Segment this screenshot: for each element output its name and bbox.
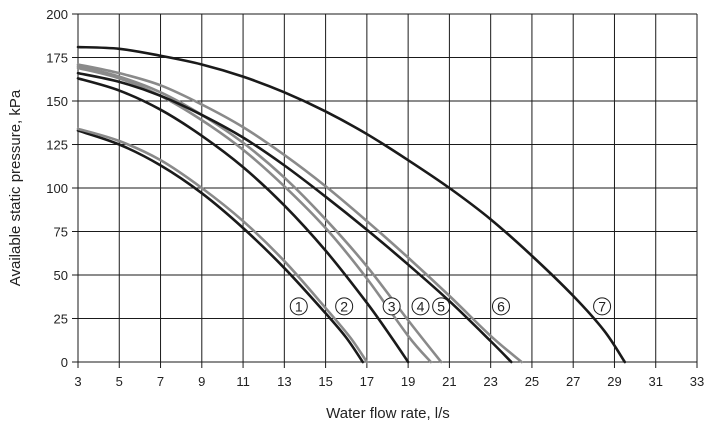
curve-6 bbox=[76, 71, 513, 364]
y-axis-title: Available static pressure, kPa bbox=[7, 89, 24, 286]
y-tick-label: 125 bbox=[46, 138, 68, 153]
svg-text:6: 6 bbox=[497, 298, 505, 314]
grid bbox=[72, 13, 698, 368]
curve-3 bbox=[76, 77, 410, 364]
y-tick-label: 0 bbox=[61, 355, 68, 370]
x-tick-label: 21 bbox=[442, 374, 456, 389]
y-tick-label: 150 bbox=[46, 94, 68, 109]
x-tick-label: 33 bbox=[690, 374, 704, 389]
svg-text:4: 4 bbox=[417, 298, 425, 314]
curve-2 bbox=[76, 127, 369, 364]
y-tick-label: 25 bbox=[54, 312, 68, 327]
y-tick-label: 50 bbox=[54, 268, 68, 283]
x-axis-title: Water flow rate, l/s bbox=[326, 405, 450, 422]
curve-label-2: 2 bbox=[335, 297, 354, 316]
x-tick-label: 9 bbox=[198, 374, 205, 389]
x-tick-label: 23 bbox=[483, 374, 497, 389]
x-tick-label: 17 bbox=[360, 374, 374, 389]
curve-label-6: 6 bbox=[491, 297, 510, 316]
x-tick-label: 25 bbox=[525, 374, 539, 389]
svg-text:5: 5 bbox=[437, 298, 445, 314]
svg-text:1: 1 bbox=[295, 298, 303, 314]
x-tick-label: 31 bbox=[648, 374, 662, 389]
curve-label-7: 7 bbox=[593, 297, 612, 316]
curve-6b bbox=[76, 63, 523, 364]
x-tick-label: 19 bbox=[401, 374, 415, 389]
curve-label-4: 4 bbox=[411, 297, 430, 316]
y-tick-label: 75 bbox=[54, 225, 68, 240]
svg-text:7: 7 bbox=[598, 298, 606, 314]
curve-1 bbox=[76, 129, 365, 364]
curve-7 bbox=[76, 45, 627, 364]
x-tick-label: 29 bbox=[607, 374, 621, 389]
curve-5 bbox=[76, 64, 443, 364]
tick-labels: 3 5 7 9 11 13 15 17 19 21 23 25 27 29 31 33025507510012… bbox=[46, 7, 704, 389]
svg-text:2: 2 bbox=[340, 298, 348, 314]
curves bbox=[76, 45, 627, 364]
x-tick-label: 7 bbox=[157, 374, 164, 389]
y-tick-label: 200 bbox=[46, 7, 68, 22]
x-tick-label: 5 bbox=[116, 374, 123, 389]
x-tick-label: 13 bbox=[277, 374, 291, 389]
svg-text:3: 3 bbox=[388, 298, 396, 314]
y-tick-label: 100 bbox=[46, 181, 68, 196]
curve-label-3: 3 bbox=[382, 297, 401, 316]
curve-label-5: 5 bbox=[432, 297, 451, 316]
x-tick-label: 27 bbox=[566, 374, 580, 389]
x-tick-label: 3 bbox=[74, 374, 81, 389]
y-tick-label: 175 bbox=[46, 51, 68, 66]
x-tick-label: 11 bbox=[236, 374, 250, 389]
curve-label-1: 1 bbox=[289, 297, 308, 316]
x-tick-label: 15 bbox=[318, 374, 332, 389]
